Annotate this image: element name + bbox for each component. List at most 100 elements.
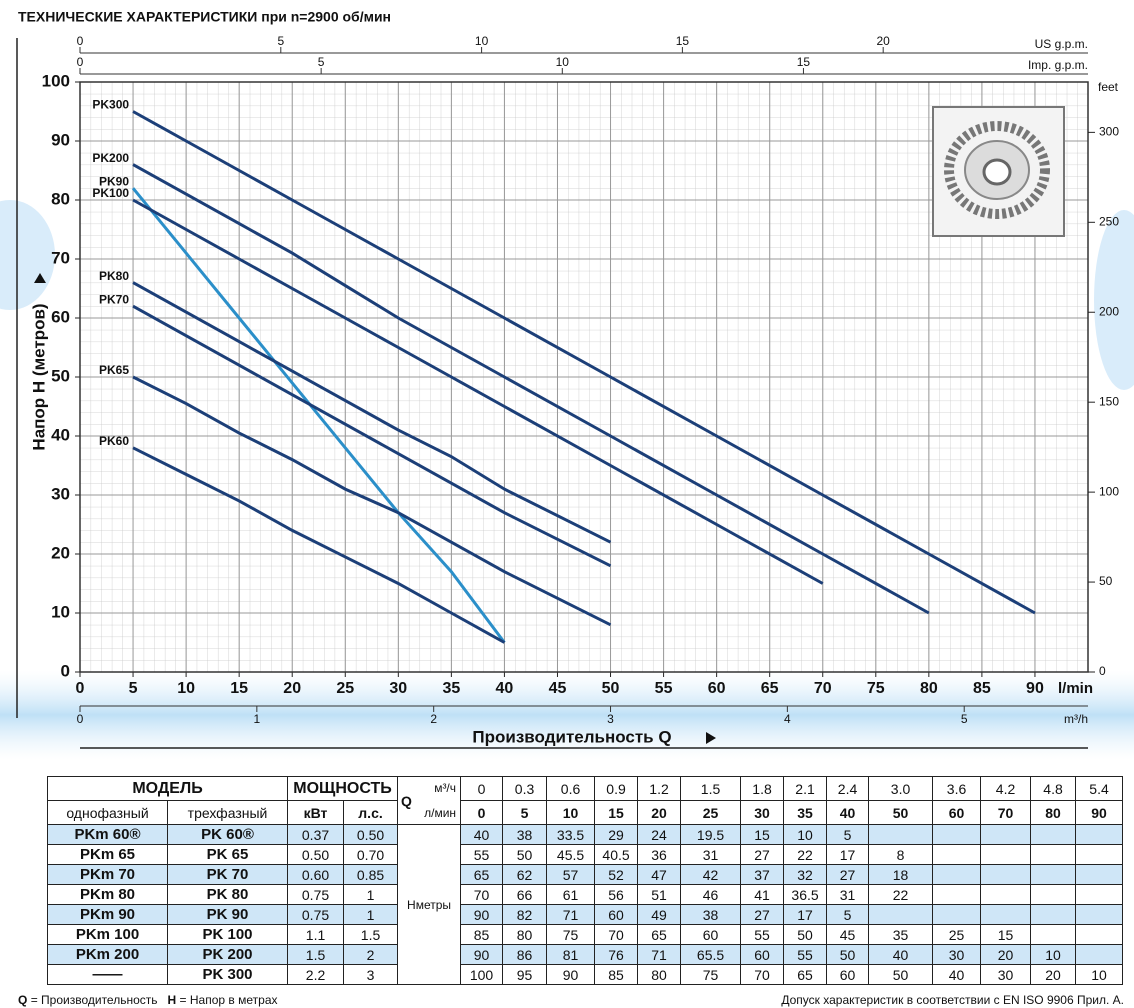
value-cell: 30 [932,944,982,965]
value-cell: 90 [460,944,504,965]
header-cell: 1.8 [740,776,785,801]
value-cell [1075,864,1124,885]
x-tick-label: 75 [867,680,885,697]
footer-text: = Напор в метрах [179,993,278,1007]
impeller-hub [982,158,1012,186]
value-cell [1075,944,1124,965]
value-cell: 45.5 [546,844,596,865]
value-cell: 31 [680,844,742,865]
secondary-tick-label: 1 [253,712,260,726]
data-row: PKm 80 PK 80 0.75 1 70 66 61 56 51 46 41 36.5 31 22 [47,884,1124,905]
value-cell: 71 [546,904,596,925]
value-cell: 29 [594,824,639,845]
value-cell: 5 [826,904,870,925]
h-label-cell: Нметры [397,824,462,985]
value-cell: 46 [680,884,742,905]
value-cell: 65 [637,924,682,945]
value-cell: 90 [546,964,596,985]
x-tick-label: 40 [496,680,514,697]
value-cell: 49 [637,904,682,925]
power-cell: 2.2 [287,964,345,985]
secondary-tick-label: 10 [475,34,489,48]
value-cell [1030,904,1077,925]
series-line [132,446,506,644]
value-cell: 27 [740,844,785,865]
power-cell: 0.50 [287,844,345,865]
secondary-tick-label: 3 [607,712,614,726]
header-cell: 10 [546,800,596,825]
model-cell: PKm 65 [47,844,168,865]
data-row: —— PK 300 2.2 3 100 95 90 85 80 75 70 65 60 50 40 30 20 1… [47,964,1124,985]
value-cell: 38 [502,824,548,845]
value-cell: 75 [680,964,742,985]
secondary-tick-label: 0 [77,55,84,69]
value-cell [980,864,1032,885]
value-cell: 60 [594,904,639,925]
value-cell [932,864,982,885]
value-cell [1030,864,1077,885]
header-cell: трехфазный [166,800,289,825]
value-cell: 35 [868,924,934,945]
background-splash [1094,210,1134,390]
x-tick-label: 20 [283,680,301,697]
x-tick-label: 30 [389,680,407,697]
header-cell: 2.1 [783,776,828,801]
value-cell: 10 [1030,944,1077,965]
header-cell: 35 [783,800,828,825]
header-row: однофазный трехфазный кВт л.с. 0 5 10 15 20 25 30 3… [47,800,1124,825]
series-label: PK100 [92,186,129,200]
value-cell: 55 [460,844,504,865]
y2-tick-label: 100 [1099,484,1119,498]
value-cell: 86 [502,944,548,965]
value-cell: 45 [826,924,870,945]
y-axis-label: Напор H (метров) [29,303,48,450]
value-cell: 55 [783,944,828,965]
value-cell: 82 [502,904,548,925]
value-cell: 56 [594,884,639,905]
header-cell: 70 [980,800,1032,825]
series-label: PK200 [92,151,129,165]
header-cell: 0 [460,800,504,825]
axis-arrow [706,732,716,744]
model-cell: PK 200 [166,944,289,965]
background-splash [0,200,55,310]
x-tick-label: 45 [549,680,567,697]
x-tick-label: 0 [76,680,85,697]
value-cell: 57 [546,864,596,885]
header-cell: 0.3 [502,776,548,801]
value-cell: 36 [637,844,682,865]
value-cell: 50 [502,844,548,865]
value-cell: 71 [637,944,682,965]
power-cell: 0.37 [287,824,345,845]
value-cell [980,904,1032,925]
x-tick-label: 80 [920,680,938,697]
series-line [132,375,612,627]
secondary-tick-label: 20 [877,34,891,48]
model-cell: PK 90 [166,904,289,925]
header-cell: 4.8 [1030,776,1077,801]
value-cell: 95 [502,964,548,985]
value-cell: 66 [502,884,548,905]
header-cell: кВт [287,800,345,825]
x-tick-label: 85 [973,680,991,697]
header-cell: 1.2 [637,776,682,801]
value-cell: 65 [783,964,828,985]
power-cell: 0.75 [287,904,345,925]
value-cell: 50 [783,924,828,945]
q-unit: м³/ч [434,781,457,795]
power-cell: 3 [343,964,399,985]
model-cell: PK 300 [166,964,289,985]
y-tick-label: 40 [51,425,70,444]
value-cell: 90 [460,904,504,925]
x-tick-label: 60 [708,680,726,697]
secondary-tick-label: 2 [430,712,437,726]
value-cell: 36.5 [783,884,828,905]
x-tick-label: 65 [761,680,779,697]
value-cell: 40 [932,964,982,985]
power-cell: 1 [343,904,399,925]
y-tick-label: 10 [51,602,70,621]
q-unit: л/мин [424,806,457,820]
value-cell: 81 [546,944,596,965]
